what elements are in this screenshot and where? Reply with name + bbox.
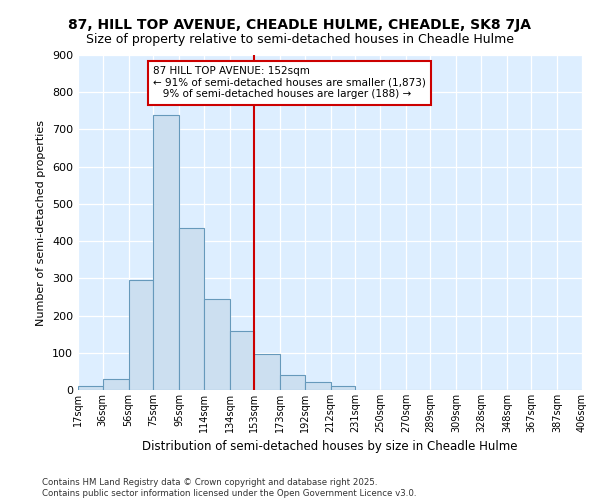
- Bar: [103, 379, 128, 390]
- Text: Size of property relative to semi-detached houses in Cheadle Hulme: Size of property relative to semi-detach…: [86, 32, 514, 46]
- Y-axis label: Number of semi-detached properties: Number of semi-detached properties: [37, 120, 46, 326]
- Bar: [230, 331, 254, 390]
- Text: 87, HILL TOP AVENUE, CHEADLE HULME, CHEADLE, SK8 7JA: 87, HILL TOP AVENUE, CHEADLE HULME, CHEA…: [68, 18, 532, 32]
- Bar: [203, 299, 230, 390]
- Bar: [78, 386, 103, 390]
- Text: Contains HM Land Registry data © Crown copyright and database right 2025.
Contai: Contains HM Land Registry data © Crown c…: [42, 478, 416, 498]
- X-axis label: Distribution of semi-detached houses by size in Cheadle Hulme: Distribution of semi-detached houses by …: [142, 440, 518, 454]
- Bar: [280, 375, 305, 390]
- Bar: [179, 228, 203, 390]
- Bar: [305, 382, 331, 390]
- Bar: [254, 354, 280, 390]
- Bar: [331, 386, 355, 390]
- Bar: [153, 114, 179, 390]
- Text: 87 HILL TOP AVENUE: 152sqm
← 91% of semi-detached houses are smaller (1,873)
   : 87 HILL TOP AVENUE: 152sqm ← 91% of semi…: [153, 66, 426, 100]
- Bar: [128, 280, 153, 390]
